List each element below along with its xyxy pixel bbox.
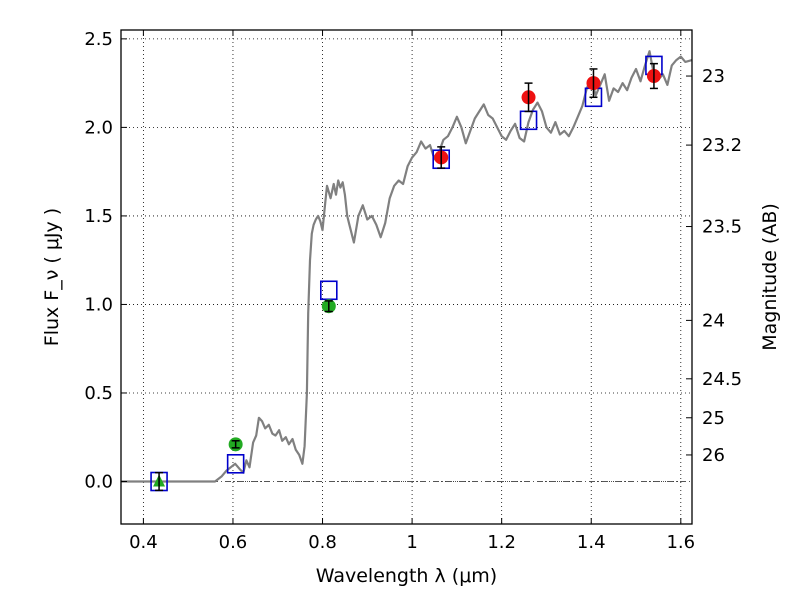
series-observed-optical bbox=[228, 299, 336, 452]
y2-axis: 23 23.2 23.5 24 24.5 25 26 bbox=[686, 66, 742, 466]
x-tick-label: 1.4 bbox=[577, 532, 606, 553]
y-axis: 0.0 0.5 1.0 1.5 2.0 2.5 bbox=[84, 29, 127, 493]
series-observed-nir bbox=[434, 62, 661, 169]
x-axis: 0.4 0.6 0.8 1 1.2 1.4 1.6 bbox=[129, 30, 695, 553]
series-layer bbox=[121, 50, 693, 492]
plot-frame bbox=[120, 29, 693, 525]
series-model-spectrum bbox=[121, 50, 693, 483]
x-tick-label: 0.8 bbox=[308, 532, 337, 553]
spectrum-line bbox=[121, 50, 693, 483]
x-tick-label: 1.2 bbox=[487, 532, 516, 553]
model-point bbox=[319, 280, 338, 301]
series-model-photometry bbox=[150, 55, 663, 492]
model-point bbox=[226, 453, 245, 474]
grid-lines bbox=[121, 30, 692, 524]
y-tick-label: 1.5 bbox=[84, 206, 113, 227]
x-tick-label: 0.6 bbox=[219, 532, 248, 553]
y-tick-label: 0.0 bbox=[84, 472, 113, 493]
series-observed-upper-limit bbox=[153, 471, 166, 492]
x-tick-label: 1 bbox=[406, 532, 417, 553]
y-tick-label: 1.0 bbox=[84, 294, 113, 315]
y2-tick-label: 23.2 bbox=[702, 135, 742, 156]
y2-tick-label: 25 bbox=[702, 408, 725, 429]
y2-tick-label: 26 bbox=[702, 445, 725, 466]
y-tick-label: 2.5 bbox=[84, 29, 113, 50]
y2-tick-label: 24.5 bbox=[702, 369, 742, 390]
y2-tick-label: 23.5 bbox=[702, 217, 742, 238]
x-tick-label: 1.6 bbox=[666, 532, 695, 553]
y2-tick-label: 24 bbox=[702, 310, 725, 331]
x-tick-label: 0.4 bbox=[129, 532, 158, 553]
y-tick-label: 2.0 bbox=[84, 117, 113, 138]
y-tick-label: 0.5 bbox=[84, 383, 113, 404]
y2-tick-label: 23 bbox=[702, 66, 725, 87]
y2-axis-title: Magnitude (AB) bbox=[759, 203, 781, 351]
x-axis-title: Wavelength λ (μm) bbox=[316, 565, 497, 587]
y-axis-title: Flux F_ν ( μJy ) bbox=[41, 208, 63, 346]
